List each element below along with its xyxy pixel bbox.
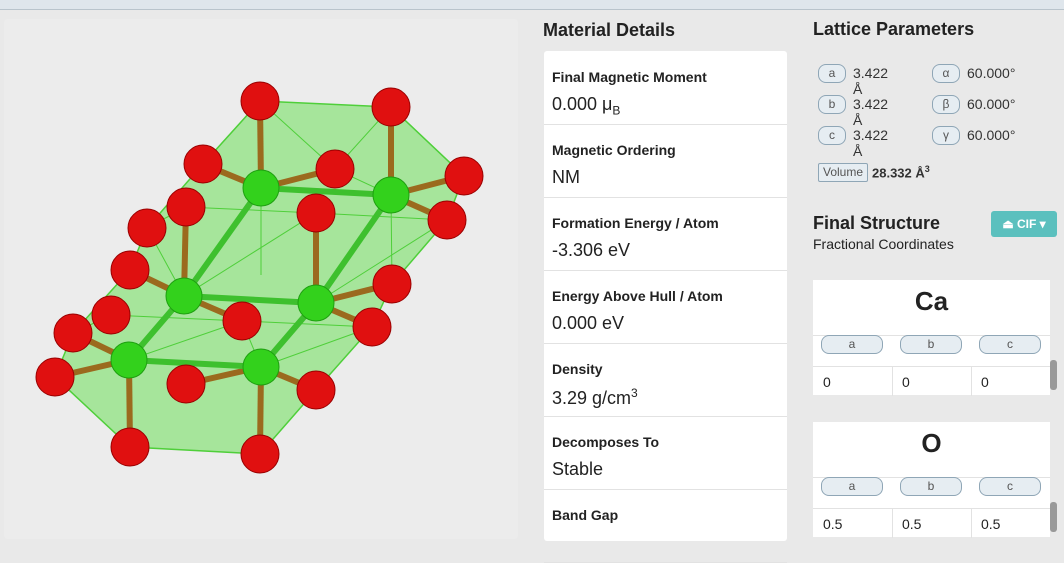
param-name: α <box>932 64 960 83</box>
param-value: 3.422 Å <box>853 65 889 97</box>
detail-value: -3.306 eV <box>552 240 630 261</box>
detail-label: Density <box>552 361 603 377</box>
param-value: 3.422 Å <box>853 96 889 128</box>
value-text: NM <box>552 167 580 187</box>
column-pill: a <box>821 335 883 354</box>
column-pill: b <box>900 335 962 354</box>
value-sup: 3 <box>631 386 638 400</box>
structure-viewer[interactable] <box>4 19 518 539</box>
detail-row: Density 3.29 g/cm3 <box>544 343 787 417</box>
cell-sep <box>971 366 972 396</box>
detail-label: Band Gap <box>552 507 619 523</box>
detail-label: Final Magnetic Moment <box>552 69 707 85</box>
coord-cell: 0 <box>823 374 831 390</box>
column-pill: b <box>900 477 962 496</box>
cif-label: CIF <box>1016 217 1037 231</box>
page: {"details": {"title": "Material Details"… <box>0 0 1064 541</box>
structure-subtitle: Fractional Coordinates <box>813 236 954 252</box>
top-bar <box>0 0 1064 10</box>
o-atoms <box>35 81 484 474</box>
volume-sup: 3 <box>924 164 930 174</box>
lattice-title: Lattice Parameters <box>813 19 975 39</box>
detail-value: 0.000 μB <box>552 94 620 118</box>
value-text: Stable <box>552 459 604 479</box>
cell-sep <box>892 366 893 396</box>
detail-value: NM <box>552 167 580 188</box>
crystal-image <box>35 81 484 474</box>
site-element: O <box>921 428 942 458</box>
param-name: c <box>818 126 846 145</box>
value-text: 0.000 μ <box>552 94 613 114</box>
coord-cell: 0 <box>902 374 910 390</box>
crystal <box>35 81 484 474</box>
coord-cell: 0.5 <box>902 516 922 532</box>
column-pill: c <box>979 335 1041 354</box>
param-name: b <box>818 95 846 114</box>
scrollbar <box>1050 360 1057 390</box>
value-text: 3.29 g/cm <box>552 388 632 408</box>
detail-label: Magnetic Ordering <box>552 142 676 158</box>
coord-cell: 0.5 <box>981 516 1001 532</box>
param-name: β <box>932 95 960 114</box>
param-value: 3.422 Å <box>853 127 889 159</box>
param-name: a <box>818 64 846 83</box>
scrollbar <box>1050 502 1057 532</box>
site-element: Ca <box>914 286 949 316</box>
param-value: 60.000° <box>967 65 1016 81</box>
detail-row: Energy Above Hull / Atom 0.000 eV <box>544 270 787 344</box>
column-pill: a <box>821 477 883 496</box>
coord-cell: 0 <box>981 374 989 390</box>
value-text: -3.306 eV <box>552 240 631 260</box>
param-value: 60.000° <box>967 127 1016 143</box>
detail-row: Magnetic Ordering NM <box>544 124 787 198</box>
volume-text: 28.332 Å <box>872 165 925 181</box>
volume-label: Volume <box>818 163 868 182</box>
details-title: Material Details <box>543 20 676 40</box>
cif-button[interactable]: ⏏ CIF ▾ <box>991 211 1057 237</box>
detail-row: Band Gap <box>544 489 787 563</box>
site-card: Ca a b c 0 0 0 <box>813 280 1050 396</box>
detail-label: Formation Energy / Atom <box>552 215 719 231</box>
cell-sep <box>892 508 893 538</box>
value-text: 0.000 eV <box>552 313 625 333</box>
cell-sep <box>971 508 972 538</box>
detail-value: Stable <box>552 459 603 480</box>
param-name: γ <box>932 126 960 145</box>
volume-value: 28.332 Å3 <box>872 164 930 180</box>
structure-title: Final Structure <box>813 213 941 233</box>
detail-row: Formation Energy / Atom -3.306 eV <box>544 197 787 271</box>
detail-row: Decomposes To Stable <box>544 416 787 490</box>
column-pill: c <box>979 477 1041 496</box>
ca-atoms <box>110 169 410 386</box>
detail-value: 3.29 g/cm3 <box>552 386 638 409</box>
detail-value: 0.000 eV <box>552 313 624 334</box>
value-sub: B <box>612 103 621 118</box>
coord-cell: 0.5 <box>823 516 843 532</box>
detail-label: Energy Above Hull / Atom <box>552 288 723 304</box>
param-value: 60.000° <box>967 96 1016 112</box>
detail-row: Final Magnetic Moment 0.000 μB <box>544 51 787 125</box>
details-card: Final Magnetic Moment 0.000 μB Magnetic Or… <box>544 51 787 563</box>
detail-label: Decomposes To <box>552 434 660 450</box>
